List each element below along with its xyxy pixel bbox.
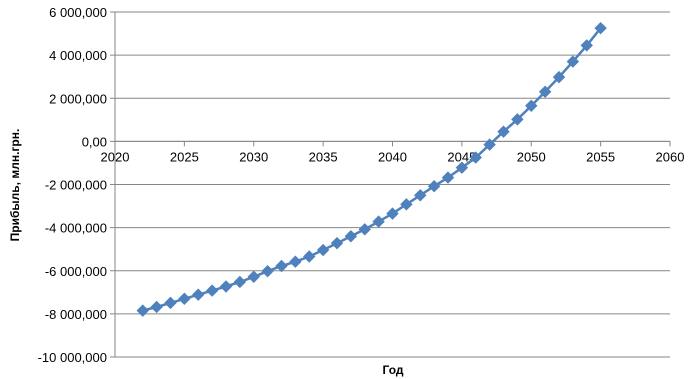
data-point <box>219 280 233 293</box>
data-point <box>247 270 260 283</box>
data-point <box>316 243 330 257</box>
y-tick-label: -2 000,000 <box>45 178 107 193</box>
data-point <box>164 296 177 310</box>
data-point <box>150 300 163 314</box>
data-point <box>233 275 247 289</box>
y-axis-title: Прибыль, млн.грн. <box>8 129 22 242</box>
data-point <box>483 138 496 151</box>
x-tick-label: 2020 <box>101 149 130 164</box>
y-tick-label: -6 000,000 <box>45 264 107 279</box>
data-point <box>441 171 455 184</box>
data-point <box>455 161 469 174</box>
x-tick-labels: 2020 2025 2030 2035 2040 2045 2050 2055 2060 <box>101 149 685 164</box>
y-tick-labels: 6 000,000 4 000,000 2 000,000 0,00 -2 000,00… <box>38 5 107 365</box>
y-tick-label: 0,00 <box>82 134 107 149</box>
data-point <box>594 21 607 35</box>
data-point <box>344 230 358 243</box>
data-point <box>400 198 413 211</box>
data-point <box>580 39 593 52</box>
data-point <box>386 207 399 220</box>
x-tick-label: 2060 <box>656 149 685 164</box>
data-point <box>538 85 552 98</box>
y-tick-label: 4 000,000 <box>49 48 107 63</box>
x-axis-title: Год <box>383 363 404 377</box>
data-point <box>330 236 344 250</box>
grid-lines <box>115 11 670 358</box>
data-point <box>372 215 385 228</box>
data-point <box>414 189 427 202</box>
data-point <box>192 288 205 301</box>
data-point <box>289 255 302 268</box>
data-point <box>358 223 371 236</box>
data-point <box>136 304 149 317</box>
data-point <box>469 151 482 164</box>
data-point <box>275 259 288 273</box>
y-tick-label: -4 000,000 <box>45 221 107 236</box>
data-point <box>261 264 274 278</box>
series <box>136 21 607 317</box>
y-tick-label: -10 000,000 <box>38 350 107 365</box>
axes <box>110 11 671 358</box>
x-tick-label: 2045 <box>447 149 476 164</box>
y-tick-label: 6 000,000 <box>49 5 107 20</box>
x-tick-label: 2025 <box>170 149 199 164</box>
data-point <box>205 284 219 297</box>
data-point <box>525 99 538 113</box>
series-line <box>142 27 602 312</box>
x-tick-label: 2030 <box>239 149 268 164</box>
x-tick-label: 2050 <box>517 149 546 164</box>
x-tick-label: 2040 <box>378 149 407 164</box>
data-point <box>566 55 580 68</box>
x-tick-label: 2055 <box>586 149 615 164</box>
y-tick-label: 2 000,000 <box>49 91 107 106</box>
x-tick-label: 2035 <box>309 149 338 164</box>
data-point <box>511 113 524 126</box>
data-point <box>178 292 191 305</box>
data-point <box>497 125 510 138</box>
data-point <box>552 70 566 84</box>
data-point <box>303 250 316 263</box>
y-tick-label: -8 000,000 <box>45 307 107 322</box>
data-point <box>427 180 441 193</box>
